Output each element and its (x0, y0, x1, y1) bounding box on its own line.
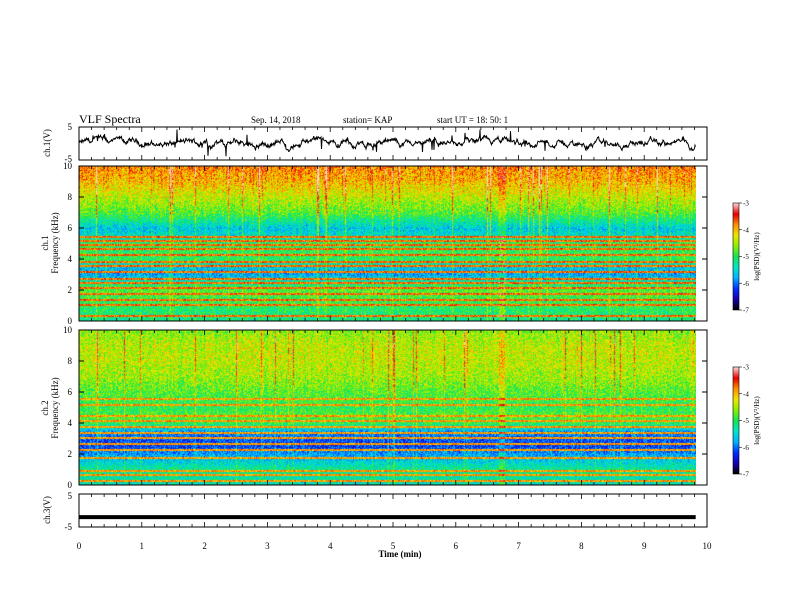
ch1-voltage-panel: 5 -5 ch.1(V) (42, 122, 708, 164)
x-tick-label: 0 (77, 541, 82, 551)
x-tick-label: 9 (642, 541, 647, 551)
figure-title: VLF Spectra (79, 112, 141, 126)
ch1-yticks: 0 2 4 6 8 10 (63, 161, 707, 326)
ch1-trace (78, 129, 696, 157)
ch1-voltage-ylabel: ch.1(V) (42, 129, 52, 157)
x-tick-label: 3 (265, 541, 270, 551)
start-time-label: start UT = 18: 50: 1 (437, 115, 508, 125)
ch1-ylabel-frequency: Frequency (kHz) (50, 212, 60, 273)
ch2-colorbar-tick-label: -5 (743, 417, 749, 425)
ch2-colorbar-tick-label: -3 (743, 364, 749, 372)
ch1-ytick-bottom: -5 (65, 154, 73, 164)
ch1-ytick-top: 5 (68, 122, 73, 132)
ch1-ytick-label: 10 (63, 161, 73, 171)
ch2-colorbar: -3 -4 -5 -6 -7 log(PSD)(V²/Hz) (732, 364, 761, 479)
ch1-colorbar-gradient (733, 203, 739, 310)
x-tick-label: 5 (391, 541, 396, 551)
x-tick-label: 2 (202, 541, 207, 551)
ch1-trace-line (78, 129, 696, 157)
ch2-colorbar-tick-label: -7 (743, 471, 749, 479)
date-label: Sep. 14, 2018 (251, 115, 301, 125)
ch1-voltage-frame (78, 126, 708, 161)
ch1-ytick-label: 2 (68, 285, 73, 295)
x-axis-tick-labels: 0 1 2 3 4 5 6 7 8 9 10 (77, 541, 712, 551)
ch1-colorbar: -3 -4 -5 -6 -7 log(PSD)(V²/Hz) (732, 200, 761, 315)
ch1-ytick-label: 6 (68, 223, 73, 233)
ch2-ytick-label: 0 (68, 480, 73, 490)
ch1-colorbar-label: log(PSD)(V²/Hz) (753, 232, 761, 281)
ch1-heatmap (79, 166, 696, 321)
x-axis-label: Time (min) (378, 549, 421, 559)
ch2-colorbar-gradient (733, 367, 739, 474)
x-tick-label: 7 (516, 541, 521, 551)
ch2-ytick-label: 8 (68, 356, 73, 366)
ch2-ytick-label: 4 (68, 418, 73, 428)
x-tick-label: 6 (454, 541, 459, 551)
ch2-colorbar-tick-label: -4 (743, 390, 749, 398)
ch1-ylabel-channel: ch.1 (40, 235, 50, 250)
ch1-ytick-label: 4 (68, 254, 73, 264)
ch2-heatmap (79, 330, 696, 485)
x-tick-label: 1 (140, 541, 145, 551)
x-tick-label: 4 (328, 541, 333, 551)
ch3-voltage-frame (78, 493, 708, 528)
ch1-colorbar-tick-label: -3 (743, 200, 749, 208)
ch1-ytick-label: 0 (68, 316, 73, 326)
ch1-spectrogram-image (79, 166, 696, 321)
ch2-spectrogram-panel: 0 2 4 6 8 10 ch.2 Frequency (kHz) -3 -4 -5 -6 -7 l… (40, 325, 761, 490)
ch2-ytick-label: 6 (68, 387, 73, 397)
ch2-ylabel-frequency: Frequency (kHz) (50, 377, 60, 438)
ch1-colorbar-tick-label: -7 (743, 307, 749, 315)
ch2-ytick-label: 10 (63, 325, 73, 335)
ch1-ytick-label: 8 (68, 192, 73, 202)
ch2-colorbar-label: log(PSD)(V²/Hz) (753, 396, 761, 445)
ch3-voltage-ylabel: ch.3(V) (42, 496, 52, 524)
ch2-spectrogram-image (79, 330, 696, 485)
ch2-yticks: 0 2 4 6 8 10 (63, 325, 707, 490)
ch3-voltage-panel: 5 -5 ch.3(V) (42, 491, 708, 532)
x-tick-label: 10 (703, 541, 713, 551)
ch2-ylabel-channel: ch.2 (40, 400, 50, 415)
ch2-colorbar-tick-label: -6 (743, 444, 749, 452)
x-tick-label: 8 (579, 541, 584, 551)
ch3-ytick-top: 5 (68, 491, 73, 501)
ch2-ytick-label: 2 (68, 449, 73, 459)
station-label: station= KAP (343, 115, 392, 125)
ch1-spectrogram-panel: 0 2 4 6 8 10 ch.1 Frequency (kHz) -3 -4 -5 -6 -7 l… (40, 161, 761, 326)
ch3-ytick-bottom: -5 (65, 522, 73, 532)
x-axis-ticks (78, 127, 708, 527)
ch1-colorbar-tick-label: -6 (743, 280, 749, 288)
ch1-colorbar-tick-label: -4 (743, 226, 749, 234)
ch1-colorbar-tick-label: -5 (743, 253, 749, 261)
